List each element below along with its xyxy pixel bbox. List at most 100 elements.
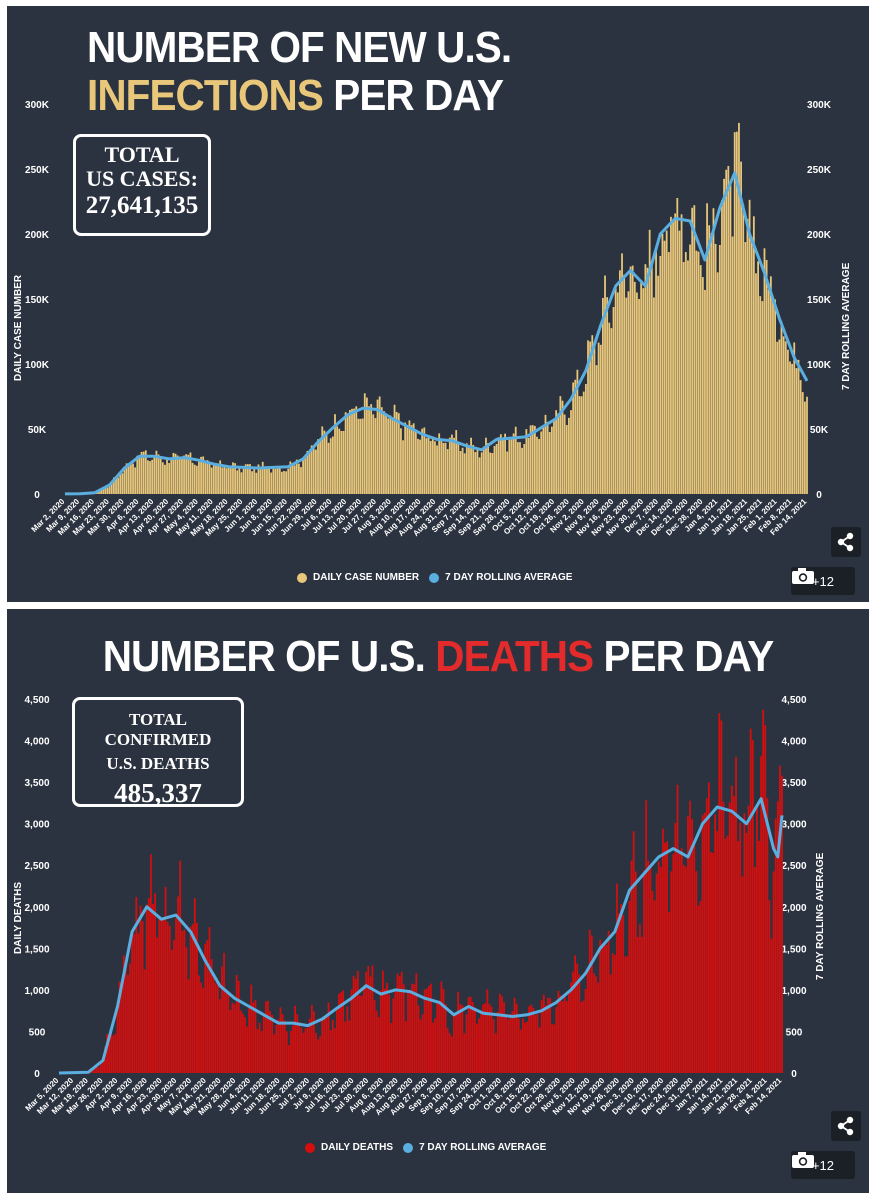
daily-bar (395, 411, 398, 494)
share-button[interactable] (831, 527, 861, 557)
daily-bar (263, 466, 266, 494)
daily-bar (797, 359, 800, 494)
daily-bar (712, 852, 714, 1073)
daily-bar (262, 1014, 265, 1073)
daily-bar (616, 292, 619, 494)
daily-bar (118, 981, 121, 1073)
daily-bar (525, 429, 528, 494)
infections-chart-svg: 0 0 50K 50K 100K 100K 150K 150K 200K 200K 250K 250K… (25, 100, 832, 538)
daily-bar (297, 463, 300, 494)
daily-bar (682, 864, 685, 1073)
daily-bar (159, 456, 162, 494)
daily-bar (555, 410, 558, 494)
daily-bar (689, 800, 691, 1073)
gallery-button[interactable]: +12 (791, 1151, 855, 1179)
daily-bar (642, 288, 645, 494)
daily-bar (699, 901, 702, 1073)
daily-bar (493, 446, 496, 494)
daily-bar (151, 459, 154, 494)
daily-bar (523, 443, 526, 494)
daily-bar (645, 800, 648, 1073)
daily-bar (610, 328, 613, 494)
daily-bar (317, 1039, 319, 1073)
daily-bar (622, 914, 625, 1073)
daily-bar (795, 368, 798, 494)
daily-bar (572, 971, 574, 1073)
daily-bar (442, 988, 445, 1073)
daily-bar (662, 828, 664, 1073)
daily-bar (542, 994, 545, 1073)
daily-bar (329, 1030, 332, 1073)
daily-bar (378, 396, 381, 494)
daily-bar (359, 418, 362, 494)
y2-tick-label: 300K (807, 100, 832, 111)
daily-bar (342, 990, 345, 1073)
daily-bar (691, 819, 694, 1073)
daily-bar (536, 1013, 539, 1073)
daily-bar (470, 437, 472, 494)
legend: DAILY DEATHS 7 DAY ROLLING AVERAGE (305, 1142, 546, 1153)
daily-bar (287, 1045, 290, 1073)
daily-bar (235, 974, 238, 1073)
chart-title: NUMBER OF U.S. DEATHS PER DAY (41, 633, 834, 681)
daily-bar (133, 933, 136, 1073)
daily-bar (181, 930, 184, 1073)
daily-bar (474, 452, 477, 494)
daily-bar (408, 420, 411, 494)
daily-bar (147, 460, 149, 494)
daily-bar (296, 1014, 299, 1073)
daily-bar (140, 451, 143, 494)
daily-bar (386, 982, 388, 1073)
daily-bar (402, 440, 404, 494)
daily-bar (655, 873, 658, 1073)
daily-bar (392, 998, 395, 1073)
daily-bar (743, 813, 746, 1073)
gallery-button[interactable]: +12 (791, 567, 855, 595)
daily-bar (338, 993, 340, 1073)
daily-bar (178, 457, 181, 494)
daily-bar (310, 1004, 313, 1073)
daily-bar (173, 939, 175, 1073)
daily-bar (727, 166, 730, 494)
daily-bar (455, 430, 458, 494)
daily-bar (670, 871, 673, 1073)
daily-bar (574, 955, 577, 1073)
daily-bar (467, 996, 470, 1073)
daily-bar (346, 1006, 349, 1073)
daily-bar (614, 285, 617, 494)
daily-bar (463, 453, 466, 494)
daily-bar (514, 426, 517, 494)
daily-bar (570, 982, 572, 1073)
daily-bar (670, 216, 672, 494)
daily-bar (593, 344, 596, 494)
daily-bar (519, 442, 521, 494)
daily-bar (784, 341, 787, 494)
daily-bar (540, 1000, 543, 1073)
daily-bar (134, 467, 137, 494)
daily-bar (141, 921, 144, 1073)
daily-bar (110, 1028, 113, 1073)
daily-bar (457, 991, 459, 1073)
daily-bar (608, 322, 611, 494)
daily-bar (588, 929, 591, 1073)
daily-bar (650, 260, 653, 494)
title-part: INFECTIONS (87, 71, 324, 120)
share-button[interactable] (831, 1111, 861, 1141)
daily-bar (733, 796, 735, 1073)
daily-bar (549, 997, 551, 1073)
daily-bar (414, 429, 417, 494)
daily-bar (633, 281, 636, 494)
daily-bar (548, 432, 551, 494)
daily-bar (550, 426, 553, 494)
daily-bar (707, 782, 710, 1073)
daily-bar (459, 1004, 462, 1073)
daily-bar (206, 460, 209, 494)
daily-bar (250, 984, 253, 1073)
daily-bar (161, 462, 164, 494)
daily-bar (530, 1004, 533, 1073)
daily-bar (461, 447, 464, 494)
daily-bar (766, 798, 769, 1073)
daily-bar (370, 404, 373, 494)
daily-bar (737, 841, 739, 1073)
daily-bar (487, 442, 489, 494)
